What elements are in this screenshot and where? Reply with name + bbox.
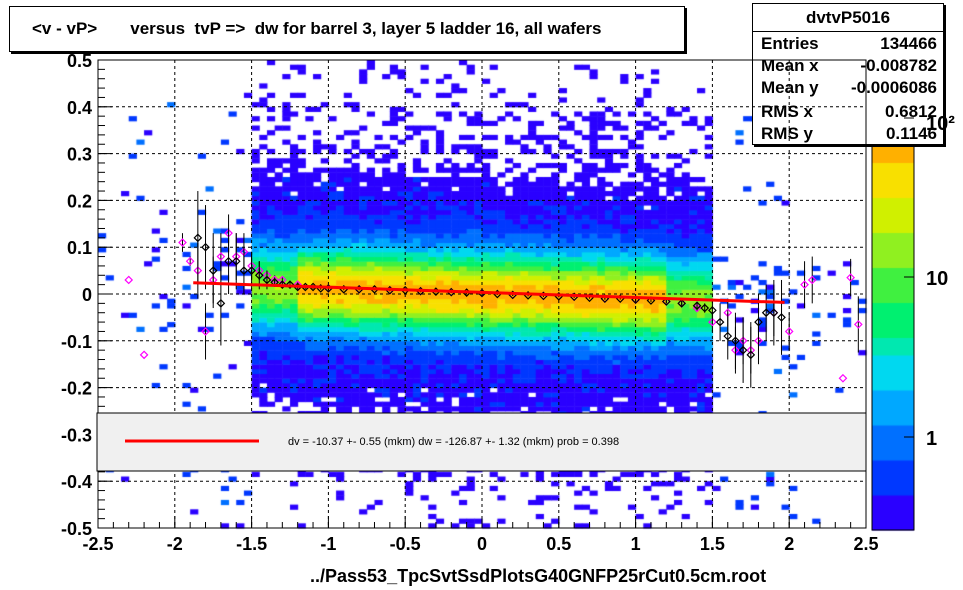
x-axis-title: ../Pass53_TpcSvtSsdPlotsG40GNFP25rCut0.5… [310,566,767,586]
stat-row-rms-y: RMS y 0.1146 [761,124,937,146]
x-tick-label: -0.5 [390,534,421,554]
stat-row-mean-y: Mean y -0.0006086 [761,78,937,100]
profile-black-marker [239,266,249,275]
profile-black-marker [700,303,710,313]
x-tick-label: -1 [320,534,336,554]
y-tick-label: 0.4 [67,98,92,118]
colorbar-tick-label: 10² [926,113,955,135]
profile-magenta-marker [708,317,717,327]
stat-label: Entries [761,34,819,53]
profile-black-marker [715,317,725,327]
profile-black-marker [731,336,740,346]
profile-black-marker [254,270,264,280]
y-tick-label: 0.5 [67,51,92,71]
y-tick-label: -0.2 [61,379,92,399]
profile-black-marker [231,256,241,266]
stat-label: Mean y [761,78,819,97]
profile-black-marker [193,233,203,243]
profile-black-marker [692,301,702,311]
profile-magenta-marker [807,275,817,285]
colorbar-tick-label: 1 [926,428,937,450]
y-tick-label: -0.3 [61,425,92,445]
y-tick-label: -0.1 [61,332,92,352]
profile-magenta-marker [846,273,855,282]
profile-black-marker [277,280,287,289]
x-tick-label: -2.5 [82,534,113,554]
legend-fit-text: dv = -10.37 +- 0.55 (mkm) dw = -126.87 +… [288,436,619,448]
legend-box [96,412,867,472]
profile-magenta-marker [800,280,809,289]
profile-black-marker [224,256,233,266]
profile-black-marker [285,280,295,289]
stats-histogram-name: dvtvP5016 [753,4,943,32]
stat-value: 0.6812 [885,102,937,121]
profile-black-marker [677,299,687,308]
x-tick-label: 1 [631,534,641,554]
title-box: <v - vP> versus tvP => dw for barrel 3, … [9,6,685,52]
profile-black-marker [247,266,256,275]
stat-row-entries: Entries 134466 [761,34,937,56]
profile-black-marker [754,317,763,327]
x-tick-label: 2.5 [853,534,878,554]
profile-black-marker [769,308,779,318]
profile-magenta-marker [216,252,226,261]
stat-row-mean-x: Mean x -0.008782 [761,56,937,78]
x-tick-label: 2 [784,534,794,554]
profile-magenta-marker [139,350,149,360]
profile-black-marker [262,275,272,285]
y-tick-label: 0.2 [67,191,92,211]
profile-magenta-marker [838,373,848,383]
stat-value: 134466 [880,34,937,53]
x-tick-label: 1.5 [700,534,725,554]
chart-title: <v - vP> versus tvP => dw for barrel 3, … [32,19,602,38]
stat-value: 0.1146 [885,124,937,143]
y-tick-label: 0.3 [67,145,92,165]
profile-black-marker [746,350,756,360]
profile-black-marker [723,331,733,341]
colorbar-tick-label: 10 [926,268,948,290]
x-tick-label: -1.5 [236,534,267,554]
y-tick-label: -0.5 [61,519,92,539]
profile-black-marker [661,297,671,306]
profile-black-marker [208,266,218,275]
profile-black-marker [201,242,210,252]
stat-row-rms-x: RMS x 0.6812 [761,102,937,124]
stats-box: dvtvP5016 Entries 134466 Mean x -0.00878… [752,3,944,145]
stat-label: RMS x [761,102,813,121]
profile-magenta-marker [178,238,187,247]
profile-magenta-marker [185,256,195,266]
stat-label: Mean x [761,56,819,75]
profile-black-marker [216,299,226,308]
profile-black-marker [738,345,748,355]
x-tick-label: 0 [477,534,487,554]
stat-value: -0.0006086 [850,78,937,97]
y-tick-label: 0 [82,285,92,305]
fit-line [193,281,785,304]
profile-magenta-marker [124,275,134,285]
profile-magenta-marker [784,327,794,336]
profile-black-marker [761,308,771,318]
profile-magenta-marker [853,320,863,329]
x-tick-label: -2 [167,534,183,554]
stat-value: -0.008782 [860,56,937,75]
y-tick-label: -0.4 [61,472,92,492]
profile-black-marker [777,313,786,322]
colorbar-frame [871,144,915,531]
y-tick-label: 0.1 [67,238,92,258]
profile-magenta-marker [201,327,210,336]
x-tick-label: 0.5 [546,534,571,554]
stat-label: RMS y [761,124,813,143]
profile-black-marker [708,306,717,315]
